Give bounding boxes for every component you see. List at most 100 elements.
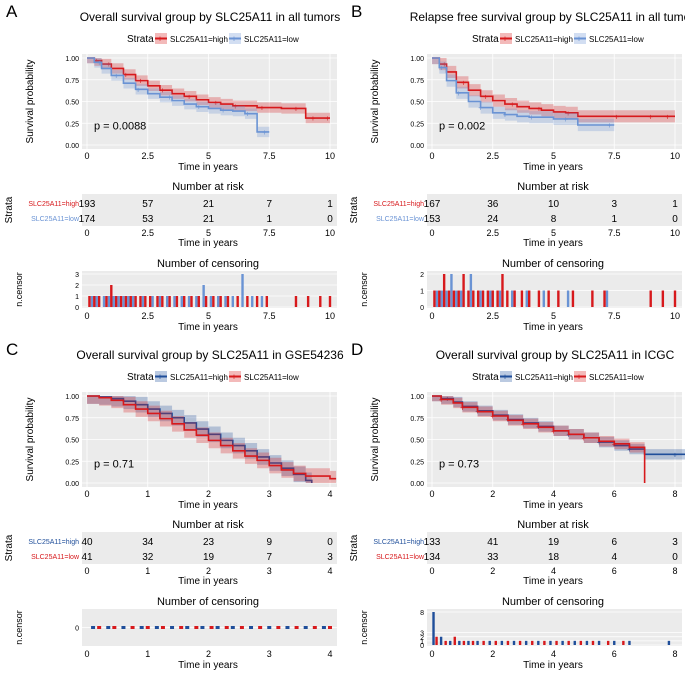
legend-label: SLC25A11=high [170,373,228,382]
censor-bar-high [190,296,193,307]
x-tick-label: 10 [325,151,335,161]
censor-bar-high [486,290,490,307]
risk-value: 21 [203,199,215,210]
censor-bar-high [512,640,516,645]
x-tick-label: 2 [206,489,211,499]
censor-mark: + [213,98,218,107]
risk-x-axis-label: Time in years [178,238,238,249]
censor-mark: + [167,93,172,102]
risk-table-bg [82,532,337,564]
risk-x-tick-label: 0 [429,566,434,576]
x-tick-label: 5 [551,151,556,161]
legend: Strata + SLC25A11=high + SLC25A11=low [472,33,644,45]
censor-title: Number of censoring [157,258,259,270]
risk-value: 3 [672,537,678,548]
p-value: p = 0.002 [439,120,485,132]
censor-bar-low [510,290,514,307]
censor-tick-low [328,626,332,629]
censor-bar-low [591,640,595,645]
censor-y-tick-label: 1 [420,639,424,646]
risk-x-tick-label: 2 [490,566,495,576]
censor-bar-high [265,296,269,307]
x-tick-label: 1 [145,489,150,499]
censor-bar-high [197,296,200,307]
risk-row-label: SLC25A11=low [376,216,425,223]
censor-x-tick-label: 7.5 [608,311,621,321]
censor-y-tick-label: 0 [420,305,424,312]
y-axis-label: Survival probability [370,60,381,144]
censor-bar-low [231,296,234,307]
censor-bar-high [134,296,137,307]
panel-a: A Overall survival group by SLC25A11 in a… [4,2,340,333]
censor-mark: + [566,109,571,118]
risk-x-tick-label: 0 [429,228,434,238]
censor-y-tick-label: 1 [420,289,424,296]
legend-label: SLC25A11=low [589,35,644,44]
censor-bar-high [439,636,443,645]
censor-bar-low [459,290,463,307]
censor-bar-high [613,640,616,645]
chart-title: Relapse free survival group by SLC25A11 … [410,10,685,24]
censor-mark: + [221,106,226,115]
y-tick-label: 1.00 [65,394,79,401]
risk-x-axis-label: Time in years [523,238,583,249]
x-tick-label: 7.5 [608,151,621,161]
y-tick-label: 0.50 [410,438,424,445]
y-tick-label: 0.25 [65,459,79,466]
censor-bar-low [498,290,502,307]
censor-bar-low [444,640,447,645]
censor-bar-high [603,290,606,307]
censor-bar-low [112,296,115,307]
legend-plus: + [502,372,507,382]
censor-bar-low [158,296,162,307]
risk-value: 1 [611,214,617,225]
censor-bar-high [88,296,91,307]
censor-bar-low [202,285,205,307]
censor-bar-high [139,296,142,307]
censor-bar-high [452,290,456,307]
censor-tick-high [91,626,96,629]
censor-bar-high [105,296,108,307]
censor-bar-high [449,640,452,645]
risk-value: 1 [266,214,272,225]
censor-plot-bg [427,609,682,646]
censor-bar-high [246,296,249,307]
censor-bar-low [518,640,522,645]
x-tick-label: 2.5 [141,151,154,161]
censor-bar-high [506,290,509,307]
x-tick-label: 2.5 [486,151,499,161]
risk-value: 7 [266,552,272,563]
censor-bar-low [555,640,558,645]
chart-title: Overall survival group by SLC25A11 in al… [80,10,341,24]
y-axis-label: Survival probability [25,398,36,482]
censor-bar-low [90,296,94,307]
censor-x-tick-label: 0 [429,311,434,321]
censor-bar-low [471,640,475,645]
censor-mark: + [196,103,201,112]
y-tick-label: 0.75 [410,78,424,85]
y-tick-label: 1.00 [410,394,424,401]
legend-title: Strata [127,372,154,383]
censor-x-tick-label: 10 [325,311,335,321]
y-tick-label: 0.50 [65,438,79,445]
censor-tick-low [145,626,150,629]
legend-title: Strata [472,372,499,383]
censor-bar-high [156,296,159,307]
censor-mark: + [478,104,483,113]
censor-mark: + [160,86,165,95]
censor-bar-low [195,296,198,307]
censor-x-tick-label: 4 [327,649,332,659]
p-value: p = 0.73 [439,458,479,470]
censor-tick-high [249,626,254,629]
censor-bar-high [219,296,222,307]
legend-plus: + [231,34,236,44]
confidence-band [87,58,270,138]
survival-curve [432,57,615,126]
risk-x-tick-label: 2 [206,566,211,576]
risk-value: 0 [327,537,333,548]
censor-tick-low [179,626,184,629]
risk-value: 1 [672,199,678,210]
panel-letter: B [351,2,362,21]
censor-tick-low [209,626,214,629]
censor-bar-high [447,290,451,307]
